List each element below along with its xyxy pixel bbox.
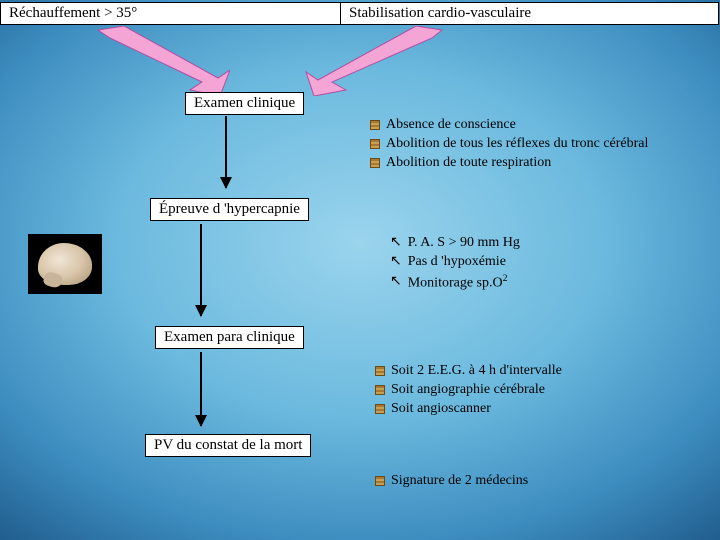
pink-arrow-left bbox=[90, 26, 230, 96]
arrow-bullet-icon: ↖ bbox=[390, 234, 402, 253]
box-epreuve-hypercapnie: Épreuve d 'hypercapnie bbox=[150, 198, 309, 221]
box-rechauffement: Réchauffement > 35° bbox=[0, 2, 341, 25]
bullet-text: Soit angiographie cérébrale bbox=[391, 381, 545, 400]
brain-image bbox=[28, 234, 102, 294]
bullet-text: Abolition de toute respiration bbox=[386, 154, 551, 173]
bullet-icon bbox=[370, 139, 380, 149]
arrow-down-2 bbox=[200, 224, 202, 316]
box-stabilisation: Stabilisation cardio-vasculaire bbox=[340, 2, 719, 25]
bullet-text: Pas d 'hypoxémie bbox=[408, 253, 506, 272]
bullets-hypercapnie: ↖ P. A. S > 90 mm Hg ↖ Pas d 'hypoxémie ↖ M… bbox=[390, 234, 520, 293]
bullet-icon bbox=[375, 385, 385, 395]
bullets-pv: Signature de 2 médecins bbox=[375, 472, 528, 491]
bullet-icon bbox=[375, 476, 385, 486]
bullet-text: P. A. S > 90 mm Hg bbox=[408, 234, 520, 253]
bullet-text: Absence de conscience bbox=[386, 116, 516, 135]
arrow-bullet-icon: ↖ bbox=[390, 273, 402, 292]
arrow-bullet-icon: ↖ bbox=[390, 253, 402, 272]
arrow-down-1 bbox=[225, 116, 227, 188]
box-pv-constat: PV du constat de la mort bbox=[145, 434, 311, 457]
arrow-down-3 bbox=[200, 352, 202, 426]
bullet-text: Monitorage sp.O2 bbox=[408, 272, 508, 294]
bullet-icon bbox=[375, 366, 385, 376]
bullets-clinique: Absence de conscience Abolition de tous … bbox=[370, 116, 648, 173]
pink-arrow-right bbox=[300, 26, 450, 96]
bullet-text: Abolition de tous les réflexes du tronc … bbox=[386, 135, 648, 154]
bullet-text: Soit angioscanner bbox=[391, 400, 491, 419]
box-examen-clinique: Examen clinique bbox=[185, 92, 304, 115]
bullets-para: Soit 2 E.E.G. à 4 h d'intervalle Soit an… bbox=[375, 362, 562, 419]
bullet-icon bbox=[370, 158, 380, 168]
bullet-text: Signature de 2 médecins bbox=[391, 472, 528, 491]
bullet-icon bbox=[375, 404, 385, 414]
box-examen-para: Examen para clinique bbox=[155, 326, 304, 349]
bullet-text: Soit 2 E.E.G. à 4 h d'intervalle bbox=[391, 362, 562, 381]
bullet-icon bbox=[370, 120, 380, 130]
